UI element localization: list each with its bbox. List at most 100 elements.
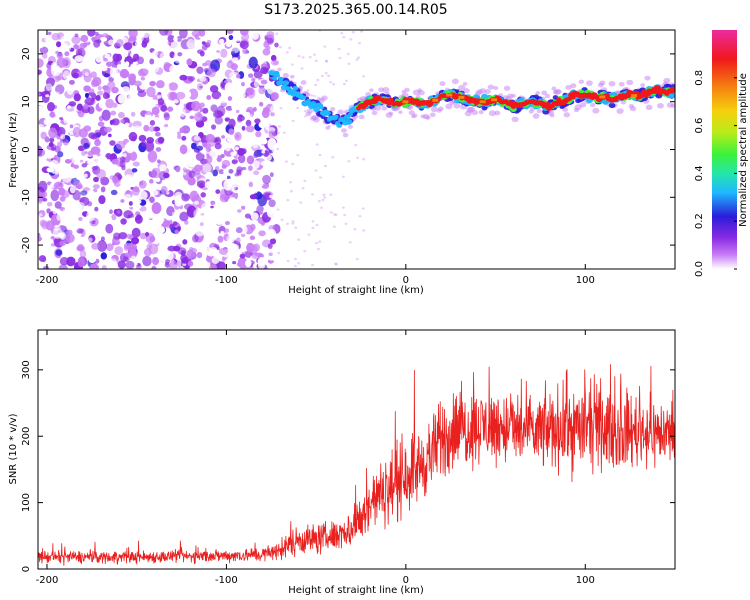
noise-blob (167, 35, 175, 43)
noise-blob (82, 166, 87, 171)
noise-blob (149, 119, 156, 126)
noise-blob (270, 111, 275, 117)
noise-blob (260, 66, 269, 74)
noise-blob (125, 222, 132, 228)
spectrogram-x-tick-label--100: -100 (215, 275, 238, 286)
noise-blob (303, 249, 307, 253)
noise-blob (45, 94, 50, 98)
signal-mark (579, 102, 587, 108)
noise-blob (102, 85, 109, 91)
noise-blob (266, 31, 275, 38)
signal-mark (318, 105, 324, 110)
noise-blob (131, 255, 136, 261)
noise-blob (269, 115, 277, 121)
noise-blob (39, 46, 49, 54)
noise-blob (93, 39, 101, 48)
noise-blob (119, 181, 124, 185)
noise-blob (285, 51, 289, 54)
noise-blob (154, 131, 161, 137)
noise-blob (214, 138, 220, 143)
noise-blob (224, 220, 231, 226)
noise-blob (134, 262, 138, 266)
colorbar-ticks: 0.0 0.2 0.4 0.6 0.8 (694, 70, 737, 277)
noise-blob (77, 79, 85, 86)
noise-blob (155, 226, 166, 234)
noise-blob (241, 205, 246, 210)
noise-blob (267, 138, 277, 150)
noise-blob (119, 160, 126, 168)
signal-mark (398, 110, 403, 114)
noise-blob (160, 185, 168, 195)
noise-blob (216, 100, 222, 106)
noise-blob (173, 99, 179, 104)
noise-blob (104, 53, 111, 59)
signal-mark (306, 108, 314, 114)
noise-blob (76, 183, 84, 190)
signal-mark (487, 84, 495, 90)
signal-mark (532, 113, 540, 119)
noise-blob (156, 80, 165, 89)
signal-peak (388, 101, 395, 105)
noise-blob (55, 50, 59, 55)
noise-blob (81, 150, 86, 157)
noise-blob (253, 180, 262, 191)
noise-blob (163, 250, 171, 257)
noise-blob (240, 170, 245, 176)
noise-blob (278, 45, 282, 49)
noise-blob (169, 65, 178, 74)
signal-mark (563, 112, 571, 118)
signal-mark (382, 86, 390, 93)
noise-blob (181, 171, 187, 176)
signal-mark (670, 92, 675, 99)
signal-mark (337, 109, 344, 115)
signal-peak (432, 98, 439, 102)
noise-blob (141, 156, 149, 162)
signal-peak (599, 95, 606, 99)
signal-mark (578, 79, 584, 84)
noise-blob (138, 180, 147, 189)
noise-blob (69, 124, 74, 129)
noise-blob (355, 257, 359, 261)
noise-blob (168, 148, 175, 156)
noise-blob (341, 175, 345, 178)
signal-mark (418, 90, 425, 96)
noise-blob (245, 119, 252, 127)
noise-blob (149, 196, 155, 203)
noise-blob (178, 108, 186, 118)
noise-blob (110, 110, 117, 116)
snr-y-tick-label-100: 100 (21, 493, 32, 512)
noise-blob (55, 249, 63, 256)
noise-blob (304, 115, 308, 118)
noise-blob (132, 58, 137, 62)
signal-mark (555, 89, 562, 95)
noise-blob (282, 131, 286, 134)
noise-blob (266, 162, 275, 171)
noise-blob (163, 83, 170, 92)
noise-blob (276, 131, 280, 135)
noise-blob (98, 156, 108, 164)
noise-blob (191, 30, 201, 37)
noise-blob (224, 259, 231, 264)
signal-mark (282, 80, 290, 86)
signal-mark (437, 106, 444, 112)
noise-blob (153, 117, 161, 123)
noise-blob (145, 231, 150, 237)
noise-blob (169, 260, 178, 269)
noise-blob (221, 135, 225, 139)
noise-blob (38, 58, 44, 68)
noise-blob (238, 114, 243, 118)
noise-blob (165, 216, 172, 221)
noise-blob (182, 239, 188, 245)
signal-mark (347, 112, 353, 117)
noise-blob (150, 189, 159, 196)
noise-blob (152, 50, 159, 57)
noise-blob (349, 38, 353, 41)
noise-blob (186, 209, 194, 217)
noise-blob (196, 83, 203, 91)
noise-blob (211, 256, 220, 264)
signal-peak (667, 90, 674, 94)
noise-blob (129, 151, 138, 162)
noise-blob (253, 170, 260, 176)
noise-blob (129, 206, 134, 210)
